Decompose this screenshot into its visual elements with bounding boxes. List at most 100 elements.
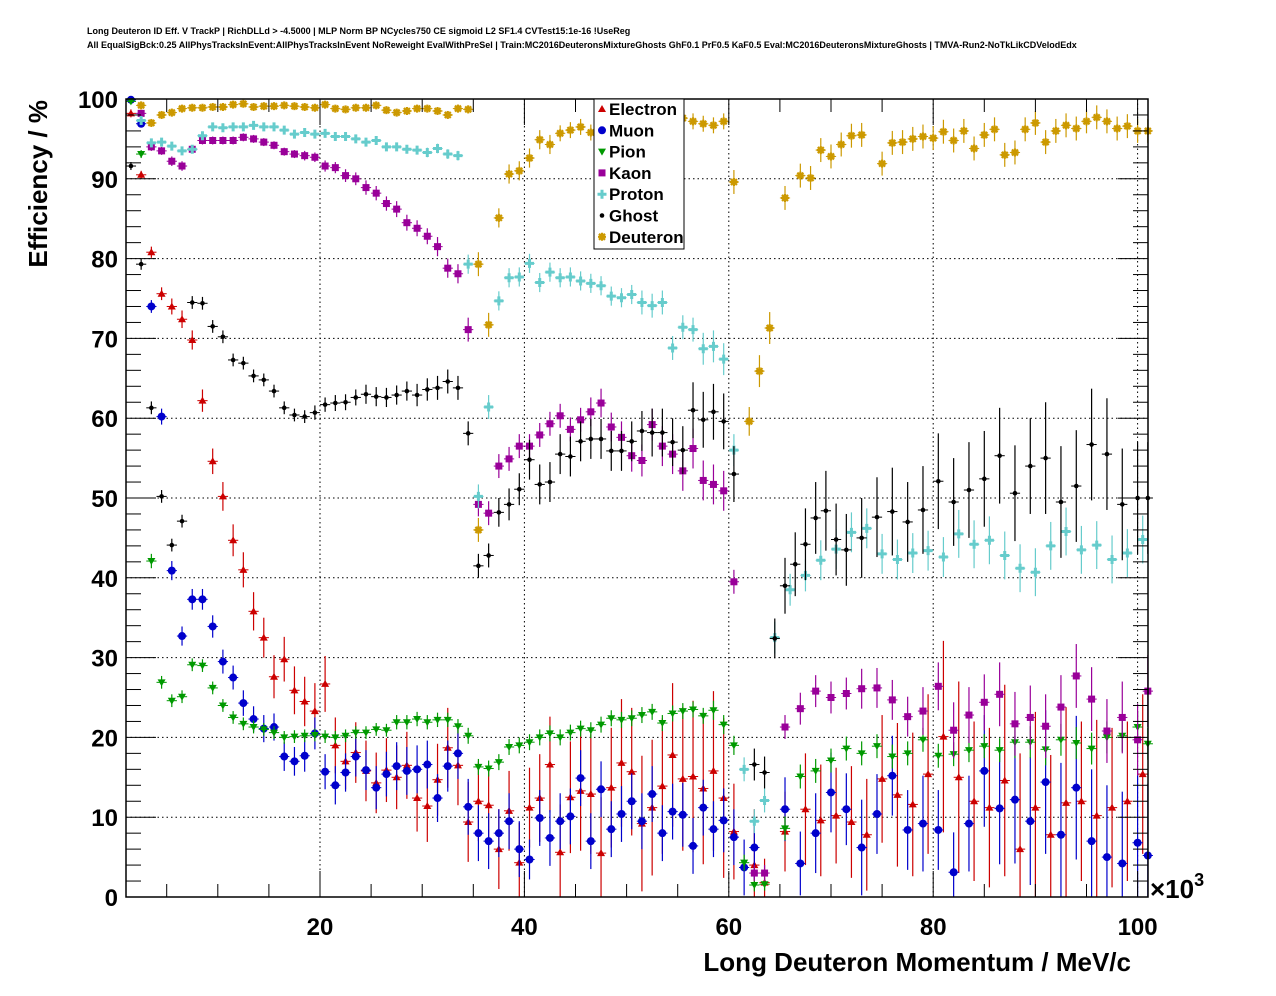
data-point [698, 707, 709, 724]
marker-star [157, 110, 166, 119]
marker-triangle-down [1056, 736, 1065, 744]
data-point [534, 464, 545, 505]
data-point [994, 407, 1005, 504]
marker-star [709, 121, 718, 130]
marker-dot [578, 439, 583, 444]
marker-star [939, 127, 948, 136]
marker-dot [1058, 499, 1064, 505]
data-point [739, 854, 750, 871]
data-point [938, 640, 949, 833]
data-point [483, 501, 494, 526]
marker-square [423, 232, 431, 240]
data-point [1071, 727, 1082, 759]
marker-cross [433, 143, 443, 153]
marker-cross [412, 145, 422, 155]
data-point [565, 122, 576, 139]
marker-dot [557, 451, 563, 457]
data-point [340, 132, 351, 142]
data-point [963, 775, 975, 872]
marker-circle [392, 762, 401, 771]
marker-square [996, 690, 1004, 698]
marker-circle [949, 868, 958, 877]
data-point [279, 101, 290, 110]
marker-cross [657, 297, 667, 307]
data-point [749, 809, 760, 834]
marker-circle [709, 825, 718, 834]
data-point [279, 125, 290, 135]
data-point [391, 715, 402, 730]
marker-dot [353, 395, 359, 400]
marker-star [837, 140, 846, 149]
data-point [463, 778, 474, 835]
marker-triangle-down [147, 558, 156, 566]
marker-dot [813, 515, 818, 521]
data-point [360, 750, 372, 791]
data-point [606, 286, 617, 306]
data-point [217, 136, 229, 145]
data-point [1117, 448, 1128, 561]
data-point [279, 742, 290, 771]
marker-cross [371, 135, 381, 145]
data-point [371, 101, 382, 110]
data-point [759, 788, 770, 813]
data-point [917, 775, 929, 872]
data-point [228, 524, 239, 557]
marker-triangle-down [331, 734, 340, 742]
data-point [968, 721, 980, 882]
marker-dot [599, 213, 605, 218]
marker-dot [721, 419, 726, 424]
marker-star [959, 126, 968, 135]
data-point [463, 105, 474, 114]
data-point [575, 421, 586, 462]
data-point [606, 801, 617, 858]
data-point [718, 715, 729, 735]
marker-circle [535, 813, 544, 822]
marker-triangle-down [433, 716, 442, 724]
data-point [299, 150, 310, 161]
data-point [320, 754, 331, 790]
data-point [810, 482, 821, 554]
data-point [616, 786, 627, 842]
marker-circle [525, 855, 534, 864]
marker-triangle-down [259, 726, 268, 734]
marker-triangle-down [576, 725, 585, 733]
data-point [764, 312, 775, 344]
marker-dot [690, 407, 696, 413]
data-point [728, 809, 740, 866]
marker-circle [484, 837, 493, 846]
marker-triangle-down [280, 734, 289, 742]
marker-dot [649, 430, 655, 435]
data-point [820, 470, 831, 551]
marker-square [556, 412, 564, 420]
data-point [595, 276, 607, 296]
data-point [544, 262, 556, 282]
data-point [544, 411, 556, 436]
marker-circle [229, 673, 238, 682]
data-point [350, 134, 361, 144]
marker-dot [1012, 490, 1018, 496]
marker-dot [159, 494, 164, 499]
data-point [887, 679, 898, 720]
data-point [616, 430, 627, 471]
data-point [503, 738, 515, 755]
marker-triangle-down [239, 720, 248, 728]
marker-star [494, 213, 503, 222]
marker-dot [169, 542, 175, 548]
marker-square [536, 431, 544, 439]
data-point [861, 778, 872, 891]
marker-triangle-down [137, 151, 146, 159]
marker-square [842, 690, 850, 698]
marker-star [878, 159, 887, 168]
data-point [1014, 753, 1026, 897]
y-tick-label: 0 [105, 885, 118, 912]
marker-star [1021, 125, 1030, 134]
data-point [1030, 711, 1041, 897]
data-point [841, 677, 852, 710]
data-point [871, 667, 883, 708]
marker-star [433, 106, 442, 115]
marker-star [361, 103, 370, 112]
marker-triangle-up [627, 767, 636, 775]
marker-triangle-down [157, 679, 166, 687]
marker-star [341, 105, 350, 114]
series-ghost [125, 162, 1153, 789]
